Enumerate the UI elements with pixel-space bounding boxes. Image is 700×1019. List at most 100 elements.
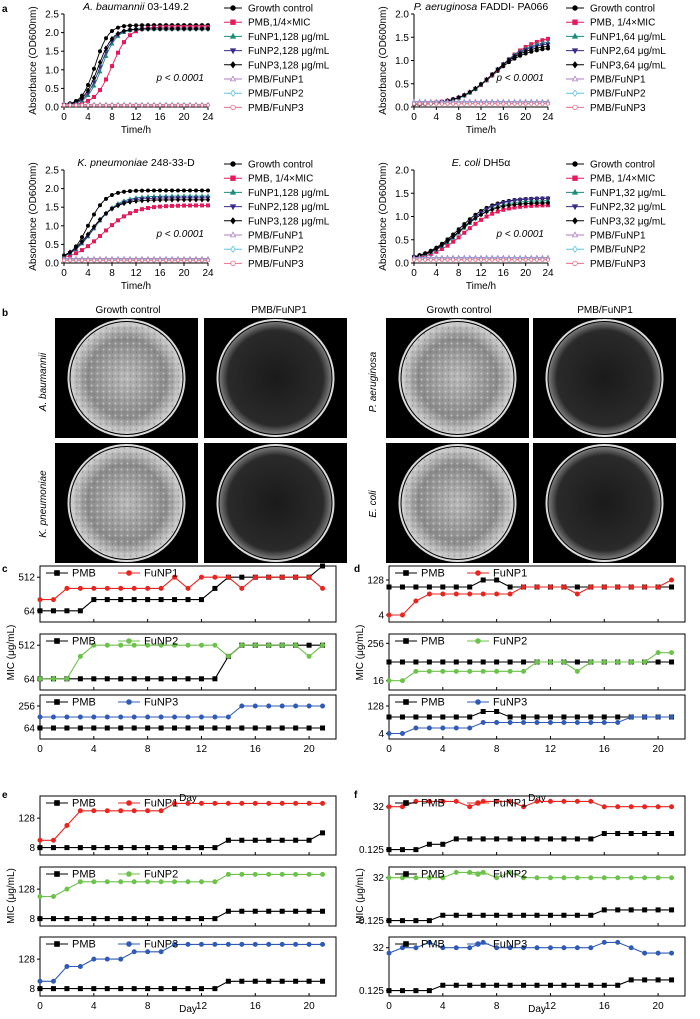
series-point-PMB	[239, 574, 245, 580]
series-point-PMB	[91, 676, 97, 682]
legend-marker	[126, 570, 132, 576]
mic-subplot-1: 4 128 PMB FuNP1	[367, 565, 686, 623]
series-point-FuNP2	[480, 668, 486, 674]
series-point-FuNP2	[50, 894, 56, 900]
series-point-FuNP3	[239, 703, 245, 709]
series-point-FuNP2	[561, 659, 567, 665]
series-point-FuNP3	[50, 978, 56, 984]
series-point-FuNP3	[212, 941, 218, 947]
series-point-PMB	[91, 725, 97, 731]
y-tick-label: 2.0	[45, 184, 59, 195]
y-tick-label: 64	[24, 674, 36, 685]
series-point-5	[445, 238, 450, 244]
legend-marker	[230, 5, 236, 11]
y-tick-label: 64	[24, 724, 36, 735]
series-point-FuNP3	[91, 714, 97, 720]
legend-label: PMB/FuNP1	[248, 75, 304, 86]
series-point-8	[423, 257, 428, 262]
legend-marker	[403, 638, 409, 644]
series-point-PMB	[279, 725, 285, 731]
series-point-PMB	[185, 676, 191, 682]
x-tick-label: 0	[61, 112, 67, 123]
series-point-FuNP3	[615, 939, 621, 945]
y-tick-label: 2.5	[45, 10, 59, 21]
series-point-FuNP2	[118, 642, 124, 648]
growth-chart-4: 0.0 0.5 1.0 1.5 2.0 0 4 8 12 16 20 24 Time/h Absorban…	[378, 157, 666, 292]
growth-chart-3: 0.0 0.5 1.0 1.5 2.0 2.5 0 4 8 12 16 20 24 Time/h Absor…	[28, 157, 330, 292]
series-point-PMB	[494, 659, 500, 665]
series-point-FuNP3	[547, 945, 553, 951]
series-point-PMB	[588, 714, 594, 720]
y-tick-label: 2.0	[45, 28, 59, 39]
series-point-8	[98, 103, 103, 108]
series-point-8	[181, 103, 186, 108]
y-tick-label: 1.0	[45, 221, 59, 232]
series-point-PMB	[77, 916, 83, 922]
series-point-FuNP3	[655, 950, 661, 956]
series-point-FuNP2	[118, 879, 124, 885]
series-point-PMB	[279, 837, 285, 843]
series-point-PMB	[628, 907, 634, 913]
plate-col-title-1: Growth control	[95, 305, 160, 316]
series-point-8	[417, 257, 422, 262]
series-point-PMB	[480, 577, 486, 583]
subplot-frame	[388, 936, 686, 997]
series-point-FuNP2	[440, 668, 446, 674]
series-point-FuNP1	[131, 585, 137, 591]
series-point-FuNP3	[601, 720, 607, 726]
series-point-PMB	[225, 837, 231, 843]
series-point-FuNP1	[172, 800, 178, 806]
series-point-PMB	[574, 659, 580, 665]
series-point-PMB	[50, 986, 56, 992]
mic-subplot-3: 0.125 32 PMB FuNP3 0 4 8 12 16 20	[359, 936, 686, 1012]
x-tick-label: 12	[196, 1001, 208, 1012]
mic-subplot-1: 0.125 32 PMB FuNP1	[359, 795, 686, 856]
legend-label: FuNP2	[144, 869, 178, 881]
series-point-8	[529, 101, 534, 106]
series-point-8	[133, 103, 138, 108]
series-point-PMB	[601, 714, 607, 720]
series-point-5	[121, 200, 127, 207]
legend-marker	[572, 61, 578, 69]
series-point-PMB	[266, 837, 272, 843]
series-point-PMB	[413, 847, 419, 853]
series-point-FuNP3	[440, 945, 446, 951]
legend-marker	[403, 699, 409, 705]
series-point-8	[523, 257, 528, 262]
series-point-8	[110, 258, 115, 263]
x-tick-label: 0	[411, 268, 417, 279]
legend-label: FuNP3,32 μg/mL	[590, 216, 666, 227]
series-point-FuNP3	[453, 725, 459, 731]
series-point-1	[80, 235, 85, 240]
series-point-FuNP3	[185, 714, 191, 720]
series-point-5	[428, 248, 433, 255]
series-point-2	[484, 214, 489, 219]
series-point-PMB	[426, 988, 432, 994]
series-point-FuNP3	[669, 950, 675, 956]
series-point-PMB	[131, 597, 137, 603]
x-tick-label: 8	[109, 268, 115, 279]
legend-label: FuNP3,64 μg/mL	[590, 60, 666, 71]
series-point-PMB	[655, 977, 661, 983]
series-point-FuNP2	[655, 875, 661, 881]
series-point-FuNP1	[198, 574, 204, 580]
series-point-FuNP3	[306, 703, 312, 709]
series-point-5	[187, 26, 193, 32]
series-point-PMB	[118, 845, 124, 851]
mic-chart-c: 64 512 PMB FuNP1 64 512 PMB FuNP2 64 256 PMB FuNP3 0…	[6, 563, 337, 804]
legend-marker	[571, 188, 579, 195]
series-point-PMB	[279, 978, 285, 984]
y-tick-label: 2.0	[395, 10, 409, 21]
legend-marker	[229, 188, 237, 195]
series-line-1	[63, 24, 208, 105]
series-point-PMB	[561, 912, 567, 918]
y-tick-label: 0.125	[359, 986, 384, 997]
series-point-FuNP3	[601, 939, 607, 945]
legend-label: Growth control	[590, 160, 655, 171]
x-axis-label: Time/h	[121, 281, 151, 292]
series-point-PMB	[467, 982, 473, 988]
series-point-FuNP3	[118, 714, 124, 720]
series-point-PMB	[480, 836, 486, 842]
p-value-annotation: p < 0.0001	[495, 73, 544, 84]
